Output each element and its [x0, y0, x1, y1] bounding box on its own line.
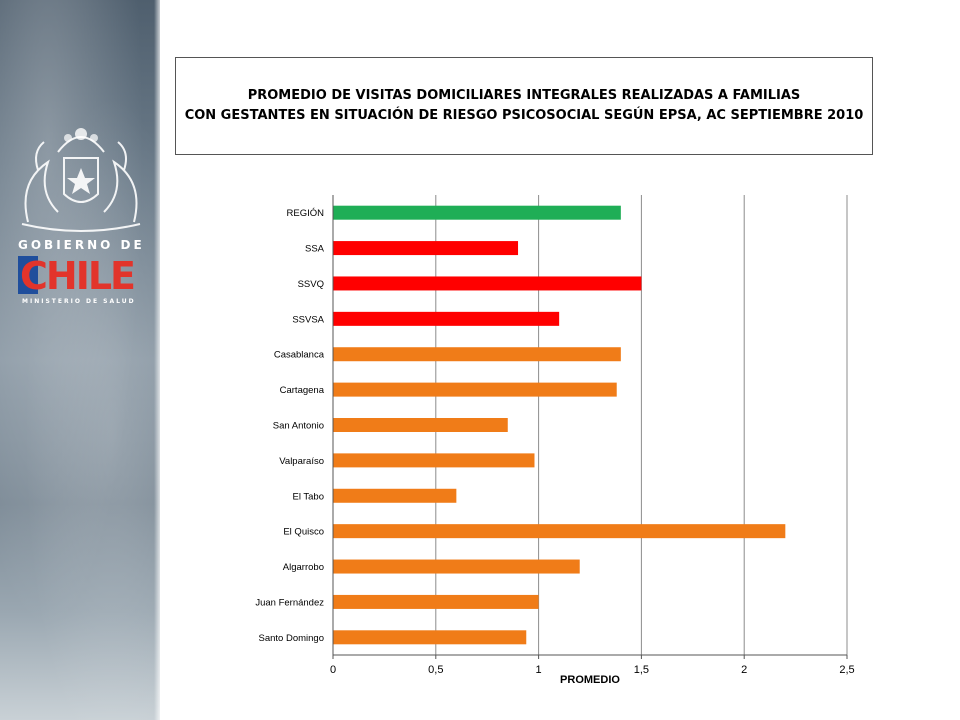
y-tick-label: Cartagena [280, 385, 325, 396]
bar-6 [333, 418, 508, 432]
y-tick-label: SSA [305, 244, 325, 255]
bar-8 [333, 488, 457, 503]
bar-2 [333, 276, 642, 291]
y-tick-label: REGIÓN [287, 208, 325, 219]
bar-5 [333, 382, 617, 397]
chile-logo: CHILE [18, 256, 136, 294]
bar-3 [333, 311, 560, 326]
y-tick-label: SSVQ [298, 279, 324, 290]
cloud-texture [0, 0, 160, 720]
y-tick-label: Valparaíso [279, 456, 324, 467]
chart-title-line1: PROMEDIO DE VISITAS DOMICILIARES INTEGRA… [247, 88, 801, 103]
sidebar-background: GOBIERNO DE CHILE MINISTERIO DE SALUD [0, 0, 160, 720]
y-tick-label: Santo Domingo [259, 633, 324, 644]
sidebar-edge [154, 0, 160, 720]
gobierno-label: GOBIERNO DE [18, 238, 145, 252]
y-tick-label: San Antonio [273, 421, 324, 432]
x-tick-label: 0,5 [428, 664, 443, 676]
y-tick-label: El Tabo [292, 491, 324, 502]
bar-10 [333, 559, 580, 574]
coat-of-arms-icon [21, 128, 141, 232]
y-tick-label: Casablanca [274, 350, 325, 361]
bar-0 [333, 205, 621, 220]
y-tick-label: Juan Fernández [255, 597, 324, 608]
y-tick-label: Algarrobo [283, 562, 324, 573]
x-tick-label: 0 [330, 664, 336, 676]
chart-title-line2: CON GESTANTES EN SITUACIÓN DE RIESGO PSI… [184, 108, 864, 123]
bar-4 [333, 347, 621, 362]
bar-9 [333, 524, 786, 539]
x-tick-label: 2,5 [839, 664, 854, 676]
bar-11 [333, 594, 539, 609]
chart-title-box: PROMEDIO DE VISITAS DOMICILIARES INTEGRA… [175, 57, 873, 155]
x-tick-label: 2 [741, 664, 747, 676]
y-tick-label: SSVSA [292, 314, 324, 325]
x-tick-label: 1 [536, 664, 542, 676]
bar-7 [333, 453, 535, 468]
bar-chart: REGIÓN SSA SSVQ SSVSA Casablanca Cartagena San… [255, 195, 855, 686]
x-axis-title: PROMEDIO [560, 674, 620, 686]
bar-12 [333, 630, 527, 645]
bar-1 [333, 241, 519, 256]
chile-logo-text: CHILE [20, 256, 134, 294]
x-tick-label: 1,5 [634, 664, 649, 676]
y-tick-label: El Quisco [283, 527, 324, 538]
ministerio-label: MINISTERIO DE SALUD [22, 298, 136, 305]
